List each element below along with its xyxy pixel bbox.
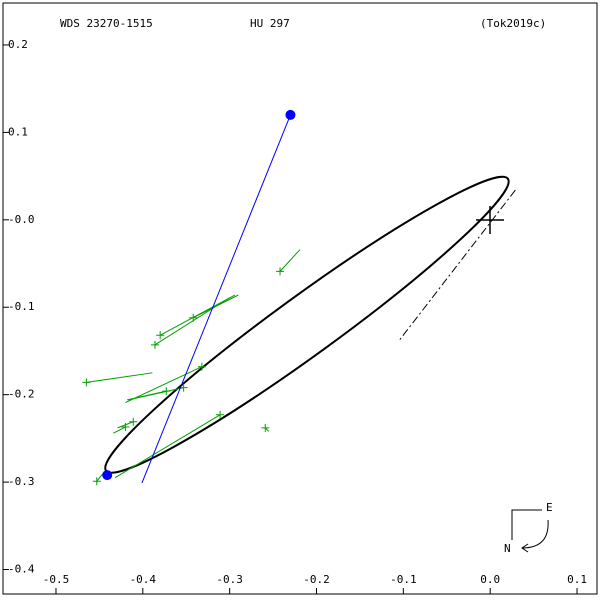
residual-line	[114, 414, 221, 479]
frame	[2, 2, 598, 595]
observation	[129, 417, 138, 426]
y-tick-label: -0.2	[8, 388, 35, 401]
x-tick-label: -0.5	[43, 573, 70, 586]
node-line	[399, 189, 516, 340]
x-tick-label: -0.1	[390, 573, 417, 586]
compass-east: E	[546, 501, 553, 514]
residual-line	[264, 427, 270, 432]
observation	[92, 477, 101, 486]
y-tick-label: 0.1	[8, 125, 28, 138]
orbit	[104, 175, 510, 474]
observation	[179, 383, 188, 392]
y-tick-label: -0.3	[8, 475, 35, 488]
residual-line	[154, 297, 230, 346]
observation	[197, 362, 206, 371]
compass	[511, 509, 549, 553]
residual-line	[86, 372, 153, 383]
observation	[261, 423, 270, 432]
compass-north: N	[504, 542, 511, 555]
observation	[156, 331, 165, 340]
observation	[82, 378, 91, 387]
y-tick-label: 0.2	[8, 38, 28, 51]
subtitle: HU 297	[250, 17, 290, 30]
highlight-line	[141, 114, 291, 484]
reference: (Tok2019c)	[480, 17, 546, 30]
residual-line	[125, 366, 203, 403]
residual-line	[279, 249, 301, 272]
y-tick-label: -0.1	[8, 300, 35, 313]
highlight-point	[102, 470, 113, 481]
x-tick-label: -0.4	[130, 573, 157, 586]
chart-title: WDS 23270-1515	[60, 17, 153, 30]
residual-line	[113, 426, 126, 434]
x-tick-label: 0.1	[567, 573, 587, 586]
x-tick-label: -0.3	[216, 573, 243, 586]
residual-line	[127, 390, 167, 401]
x-tick-label: -0.2	[303, 573, 330, 586]
highlight-point	[285, 109, 296, 120]
observation	[150, 340, 159, 349]
observation	[162, 387, 171, 396]
y-tick-label: -0.4	[8, 563, 35, 576]
x-tick-label: 0.0	[480, 573, 500, 586]
observation	[121, 423, 130, 432]
observation	[276, 267, 285, 276]
y-tick-label: -0.0	[8, 213, 35, 226]
observation	[216, 410, 225, 419]
